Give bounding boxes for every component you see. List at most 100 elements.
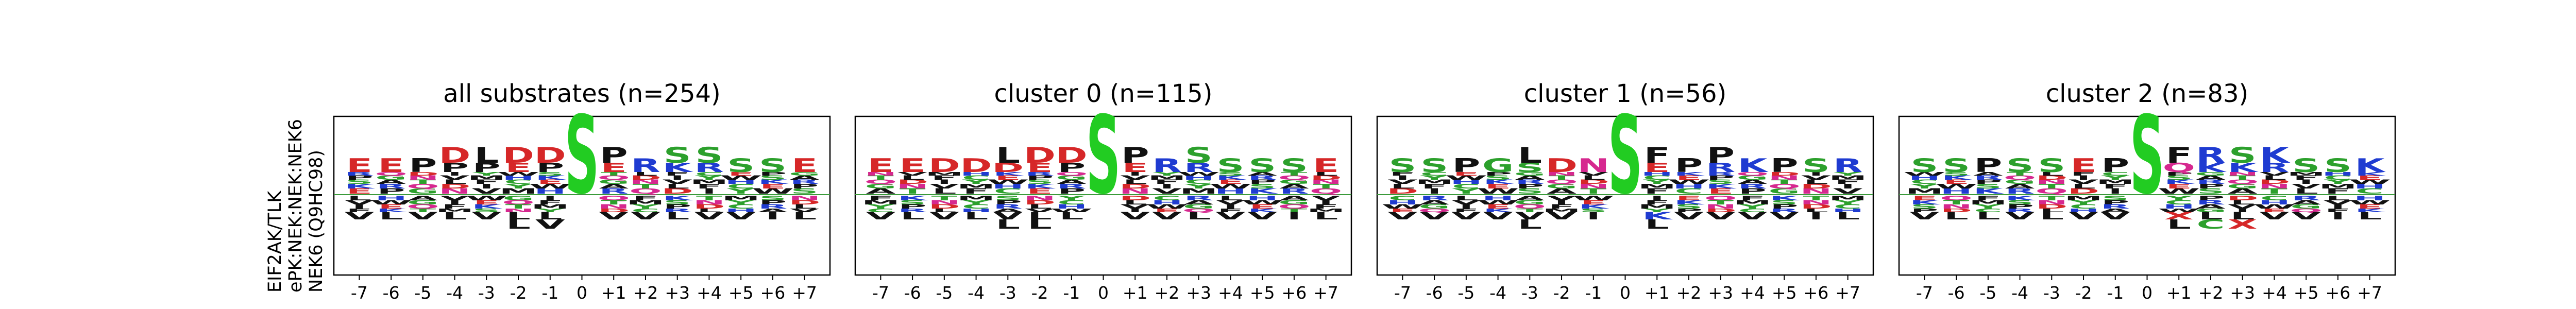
residue-glyph: V xyxy=(2260,171,2290,177)
residue-glyph: L xyxy=(1187,210,1211,222)
residue-glyph: C xyxy=(867,208,895,213)
residue-glyph: S xyxy=(1942,155,1970,177)
residue-glyph: P xyxy=(899,203,927,210)
residue-glyph: S xyxy=(1675,203,1703,210)
residue-glyph: S xyxy=(994,194,1022,202)
residue-glyph: P xyxy=(1057,187,1086,195)
residue-glyph: W xyxy=(1146,203,1188,210)
residue-glyph: T xyxy=(601,199,628,206)
residue-glyph: C xyxy=(1738,208,1767,213)
residue-glyph: G xyxy=(2227,182,2258,190)
residue-glyph: M xyxy=(1307,208,1345,213)
residue-glyph: Q xyxy=(1736,171,1769,177)
residue-glyph: S xyxy=(791,187,819,195)
residue-glyph: V xyxy=(1483,210,1513,222)
residue-glyph: G xyxy=(789,171,820,177)
residue-glyph: A xyxy=(1515,175,1545,181)
residue-glyph: G xyxy=(865,182,896,190)
residue-glyph: I xyxy=(1396,175,1410,181)
residue-glyph: M xyxy=(2064,194,2103,202)
residue-glyph: Q xyxy=(1182,208,1215,213)
residue-glyph: P xyxy=(600,143,628,168)
residue-glyph: M xyxy=(925,171,963,177)
residue-glyph: H xyxy=(2163,203,2195,210)
residue-glyph: L xyxy=(2040,210,2064,222)
residue-glyph: G xyxy=(1056,175,1087,181)
residue-glyph: V xyxy=(1451,199,1481,206)
residue-glyph: P xyxy=(1706,175,1735,181)
residue-glyph: R xyxy=(1833,155,1862,177)
residue-glyph: Y xyxy=(961,179,991,185)
residue-glyph: D xyxy=(2227,194,2259,202)
residue-glyph: H xyxy=(1482,194,1514,202)
residue-glyph: N xyxy=(788,194,820,202)
residue-glyph: V xyxy=(1801,175,1831,181)
residue-glyph: G xyxy=(2195,208,2226,213)
residue-glyph: L xyxy=(1645,217,1669,232)
residue-glyph: K xyxy=(1579,203,1609,210)
residue-glyph: E xyxy=(2261,208,2287,213)
residue-glyph: V xyxy=(1388,179,1418,185)
residue-glyph: H xyxy=(502,175,534,181)
residue-glyph: L xyxy=(2358,210,2382,222)
residue-glyph: P xyxy=(1675,208,1703,213)
residue-glyph: Y xyxy=(631,203,660,210)
residue-glyph: I xyxy=(1809,171,1823,177)
residue-glyph: F xyxy=(1644,143,1670,168)
residue-glyph: K xyxy=(663,194,693,202)
residue-glyph: A xyxy=(2291,199,2321,206)
residue-glyph: K xyxy=(2355,171,2386,177)
residue-glyph: H xyxy=(1908,175,1940,181)
residue-glyph: A xyxy=(1547,187,1577,195)
residue-glyph: D xyxy=(630,175,662,181)
residue-glyph: W xyxy=(1241,199,1283,206)
residue-glyph: D xyxy=(1119,182,1151,190)
x-tick-label: +6 xyxy=(760,283,786,303)
residue-glyph: Y xyxy=(472,171,501,177)
residue-glyph: T xyxy=(1549,175,1575,181)
residue-glyph: S xyxy=(1516,160,1544,175)
residue-glyph: Y xyxy=(726,187,756,195)
residue-glyph: R xyxy=(631,155,660,177)
residue-glyph: W xyxy=(2158,208,2200,213)
residue-glyph: Y xyxy=(1642,208,1671,213)
residue-glyph: R xyxy=(1515,179,1545,185)
residue-glyph: S xyxy=(1026,179,1054,185)
residue-glyph: I xyxy=(448,199,462,206)
logo-panels: all substrates (n=254)-7EKSPRELVIFV-6PRA… xyxy=(333,79,2396,303)
residue-glyph: S xyxy=(1217,155,1245,177)
residue-glyph: I xyxy=(1224,203,1238,210)
residue-glyph: V xyxy=(1419,210,1449,222)
residue-glyph: S xyxy=(536,171,564,177)
residue-glyph: S xyxy=(1580,208,1607,213)
residue-glyph: I xyxy=(2076,175,2091,181)
residue-glyph: T xyxy=(1580,187,1606,195)
x-tick-label: 0 xyxy=(1620,283,1631,303)
residue-glyph: E xyxy=(473,199,500,206)
x-tick-label: +3 xyxy=(665,283,690,303)
residue-glyph: F xyxy=(664,171,690,177)
residue-glyph: D xyxy=(1024,199,1056,206)
residue-glyph: F xyxy=(2166,143,2192,168)
residue-glyph: Q xyxy=(598,175,630,181)
residue-glyph: M xyxy=(1180,187,1218,195)
residue-glyph: S xyxy=(1389,155,1417,177)
residue-glyph: L xyxy=(1454,194,1478,202)
residue-glyph: H xyxy=(534,187,566,195)
residue-glyph: Q xyxy=(1278,175,1310,181)
residue-glyph: C xyxy=(695,171,723,177)
residue-glyph: Q xyxy=(1055,171,1088,177)
center-residue-glyph: S xyxy=(1086,94,1121,219)
residue-glyph: N xyxy=(928,199,960,206)
residue-glyph: E xyxy=(1644,160,1670,175)
residue-glyph: Y xyxy=(1833,199,1862,206)
residue-glyph: V xyxy=(1547,194,1577,202)
residue-glyph: L xyxy=(1123,179,1147,185)
residue-glyph: P xyxy=(440,160,469,175)
residue-glyph: Y xyxy=(1973,203,2003,210)
x-tick-label: +5 xyxy=(2294,283,2319,303)
residue-glyph: F xyxy=(696,182,722,190)
residue-glyph: V xyxy=(929,182,960,190)
residue-glyph: T xyxy=(1707,199,1734,206)
residue-glyph: T xyxy=(1517,208,1543,213)
